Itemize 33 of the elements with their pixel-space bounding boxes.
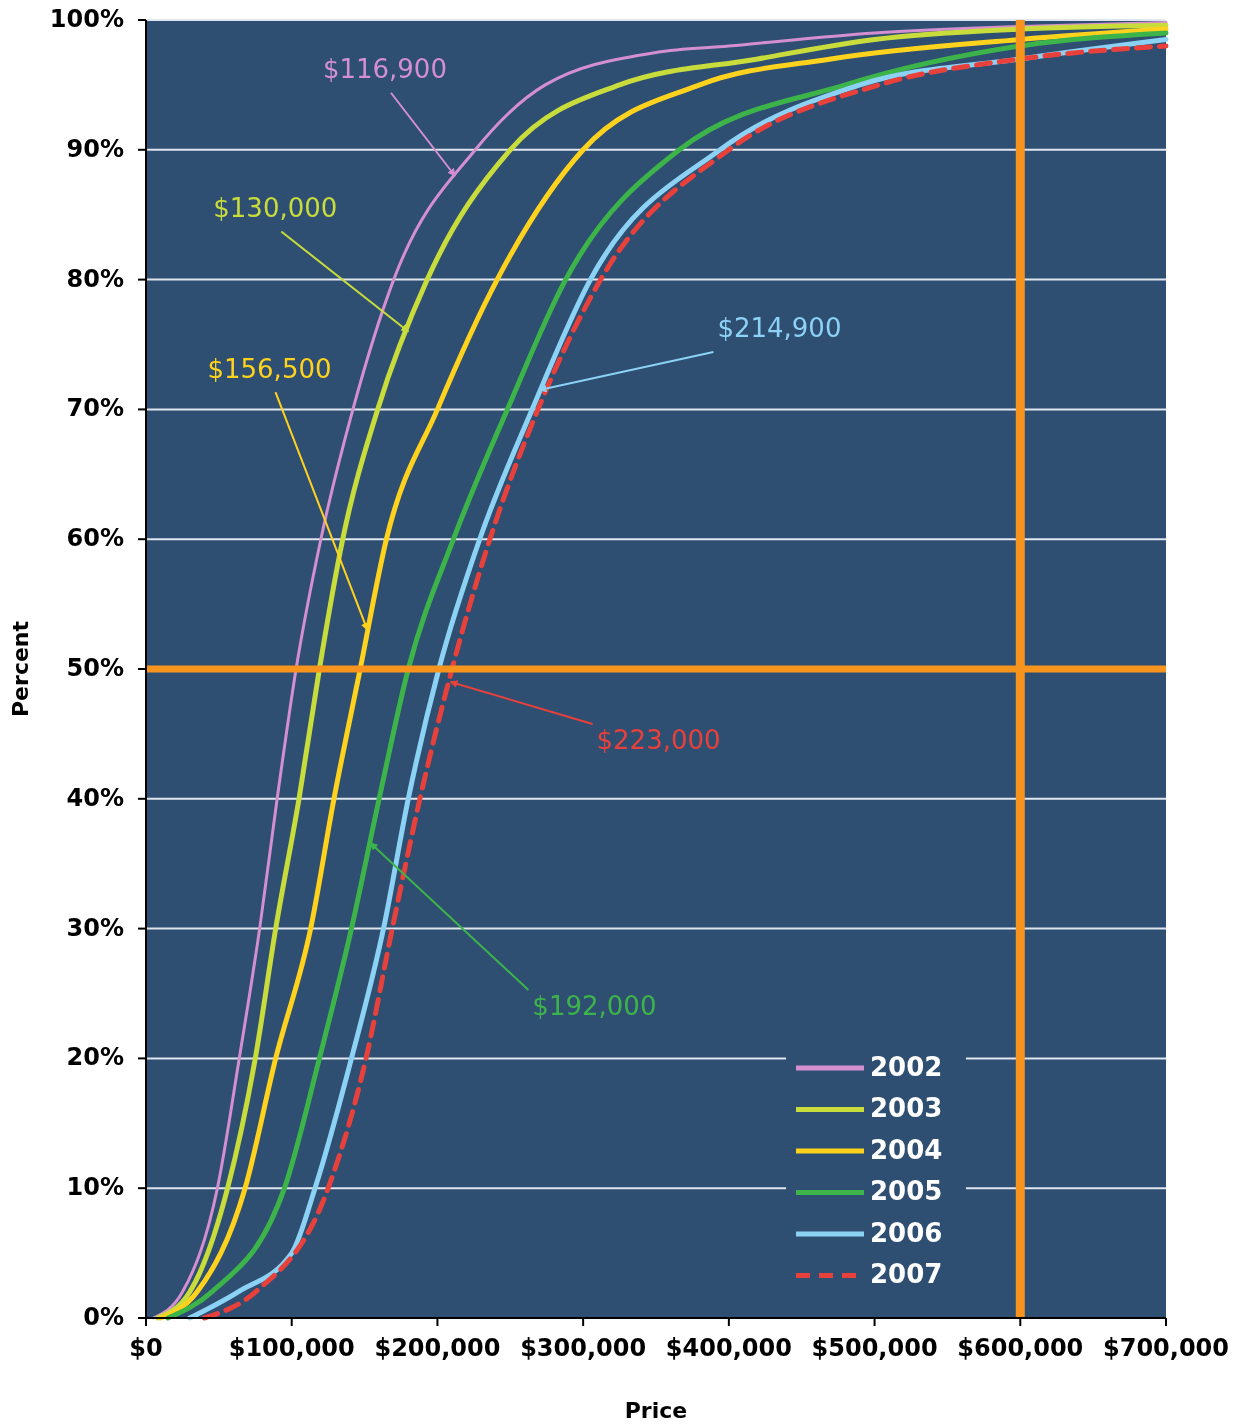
y-tick-label: 60% bbox=[66, 524, 124, 553]
legend-label: 2007 bbox=[870, 1259, 943, 1289]
annotation: $116,900 bbox=[322, 54, 447, 85]
x-tick-label: $400,000 bbox=[665, 1334, 792, 1362]
y-tick-label: 70% bbox=[66, 394, 124, 423]
y-tick-label: 80% bbox=[66, 264, 124, 293]
y-tick-label: 30% bbox=[66, 913, 124, 942]
y-tick-label: 0% bbox=[83, 1303, 124, 1331]
annotation: $192,000 bbox=[532, 991, 657, 1022]
legend-label: 2005 bbox=[870, 1176, 943, 1206]
x-tick-label: $300,000 bbox=[520, 1334, 647, 1362]
annotation: $223,000 bbox=[596, 725, 721, 756]
y-tick-label: 90% bbox=[66, 134, 124, 163]
x-tick-label: $0 bbox=[129, 1334, 163, 1362]
x-tick-label: $500,000 bbox=[811, 1334, 938, 1362]
x-tick-label: $700,000 bbox=[1102, 1334, 1230, 1362]
y-tick-label: 20% bbox=[66, 1043, 124, 1072]
x-tick-label: $100,000 bbox=[228, 1334, 355, 1362]
legend-label: 2004 bbox=[870, 1134, 943, 1165]
y-tick-label: 40% bbox=[66, 783, 124, 812]
y-tick-label: 50% bbox=[66, 654, 124, 682]
annotation: $130,000 bbox=[213, 193, 338, 224]
x-tick-label: $600,000 bbox=[957, 1334, 1084, 1362]
annotation: $214,900 bbox=[717, 313, 842, 344]
legend-label: 2003 bbox=[870, 1093, 943, 1123]
annotation: $156,500 bbox=[207, 353, 332, 384]
y-tick-label: 100% bbox=[49, 5, 124, 33]
x-axis-title: Price bbox=[624, 1398, 688, 1423]
legend-label: 2006 bbox=[870, 1217, 943, 1248]
y-tick-label: 10% bbox=[66, 1173, 124, 1202]
x-tick-label: $200,000 bbox=[374, 1334, 501, 1362]
legend-label: 2002 bbox=[870, 1051, 943, 1082]
y-axis-title: Percent bbox=[8, 620, 33, 718]
